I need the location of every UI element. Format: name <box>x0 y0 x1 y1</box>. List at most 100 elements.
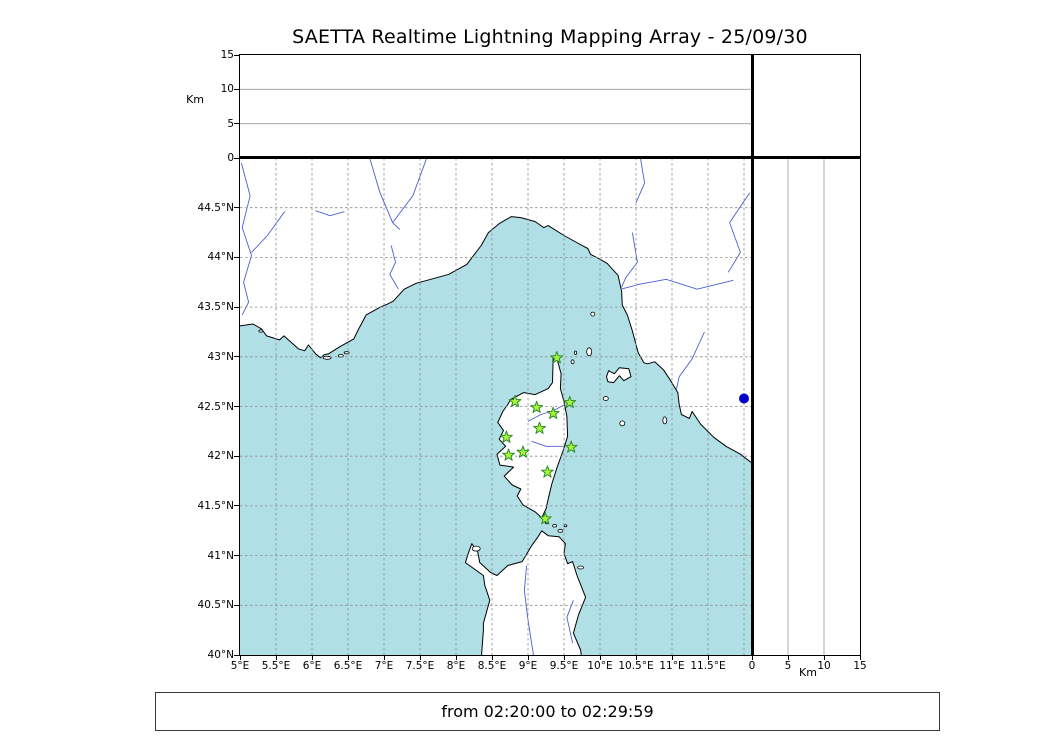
lon-tick-label: 7°E <box>374 660 394 672</box>
altitude-longitude-panel <box>240 55 752 158</box>
river <box>389 245 399 290</box>
station-star <box>541 465 554 478</box>
lat-tick-label: 42.5°N <box>197 400 234 413</box>
river <box>392 158 428 223</box>
lon-tick-label: 8.5°E <box>477 660 507 672</box>
altitude-latitude-panel <box>752 158 860 655</box>
lat-tick-mark <box>234 455 239 457</box>
river <box>727 192 751 273</box>
station-star <box>516 445 530 458</box>
lat-tick-mark <box>234 604 239 606</box>
time-range-text: from 02:20:00 to 02:29:59 <box>441 702 654 721</box>
lon-tick-label: 7.5°E <box>405 660 435 672</box>
station-star <box>533 421 546 434</box>
lon-tick-label: 5.5°E <box>261 660 291 672</box>
km-tick-label-top: 10 <box>220 83 234 96</box>
station-star <box>564 440 578 453</box>
km-axis-label-top: Km <box>186 93 204 106</box>
lon-tick-label: 9.5°E <box>549 660 579 672</box>
river <box>240 162 252 316</box>
island-elba <box>606 367 632 384</box>
island <box>471 545 481 552</box>
island <box>586 347 593 357</box>
river <box>251 211 285 253</box>
lon-tick-label: 10.5°E <box>618 660 654 672</box>
km-tick-label-right: 10 <box>817 660 831 672</box>
river <box>621 232 638 288</box>
lat-tick-mark <box>234 306 239 308</box>
lon-tick-label: 6°E <box>302 660 322 672</box>
island <box>552 524 558 528</box>
lat-tick-label: 40.5°N <box>197 599 234 612</box>
station-star <box>508 394 522 408</box>
axis-divider-horizontal <box>240 156 860 160</box>
axis-divider-vertical <box>750 55 754 655</box>
lat-tick-label: 44°N <box>207 251 234 264</box>
km-tick-label-top: 0 <box>227 152 234 164</box>
river <box>369 158 401 230</box>
lon-tick-label: 5°E <box>230 660 250 672</box>
island <box>563 524 568 528</box>
lat-tick-mark <box>234 505 239 507</box>
lon-tick-mark <box>527 655 529 660</box>
plot-title: SAETTA Realtime Lightning Mapping Array … <box>292 26 808 48</box>
lon-tick-mark <box>347 655 349 660</box>
km-tick-mark-right <box>787 655 789 660</box>
km-tick-mark-right <box>823 655 825 660</box>
km-tick-mark-right <box>751 655 753 660</box>
lon-tick-mark <box>563 655 565 660</box>
coastline-corsica <box>496 355 569 519</box>
map-svg <box>240 158 752 655</box>
river <box>566 600 574 644</box>
km-tick-mark-top <box>234 123 239 125</box>
island <box>577 565 585 570</box>
km-tick-mark-top <box>234 54 239 56</box>
lat-tick-label: 42°N <box>207 450 234 463</box>
lon-tick-mark <box>383 655 385 660</box>
lon-tick-mark <box>239 655 241 660</box>
km-tick-mark-top <box>234 88 239 90</box>
river <box>527 404 565 422</box>
map-panel <box>240 158 752 655</box>
km-tick-label-right: 15 <box>853 660 867 672</box>
lon-tick-label: 11°E <box>659 660 685 672</box>
km-tick-label-top: 5 <box>227 117 234 130</box>
lat-tick-mark <box>234 654 239 656</box>
altitude-histogram-panel <box>752 55 860 158</box>
river <box>675 331 705 390</box>
km-tick-label-right: 5 <box>784 660 792 672</box>
island <box>557 528 564 533</box>
station-star <box>550 351 564 364</box>
lon-tick-mark <box>635 655 637 660</box>
lon-tick-label: 9°E <box>518 660 538 672</box>
lat-tick-label: 44.5°N <box>197 201 234 214</box>
lon-tick-label: 10°E <box>587 660 613 672</box>
lat-tick-label: 41.5°N <box>197 499 234 512</box>
lon-tick-mark <box>275 655 277 660</box>
lat-tick-label: 41°N <box>207 549 234 562</box>
river <box>620 278 734 290</box>
coastline-sardinia <box>464 530 587 655</box>
lat-tick-label: 43°N <box>207 350 234 363</box>
time-range-box: from 02:20:00 to 02:29:59 <box>155 692 940 731</box>
lat-tick-label: 43.5°N <box>197 301 234 314</box>
lon-tick-label: 6.5°E <box>333 660 363 672</box>
lon-tick-mark <box>455 655 457 660</box>
station-star <box>538 512 552 525</box>
island <box>662 416 668 425</box>
lon-tick-mark <box>419 655 421 660</box>
lon-tick-label: 8°E <box>446 660 466 672</box>
altitude-latitude-svg <box>787 158 825 655</box>
station-star <box>530 400 544 414</box>
island <box>258 329 264 333</box>
river <box>531 440 564 447</box>
lat-tick-mark <box>234 356 239 358</box>
lon-tick-mark <box>311 655 313 660</box>
lat-tick-label: 40°N <box>207 649 234 661</box>
river <box>635 158 646 203</box>
lat-tick-mark <box>234 256 239 258</box>
station-star <box>500 430 513 443</box>
station-star <box>502 448 515 461</box>
lon-tick-mark <box>707 655 709 660</box>
